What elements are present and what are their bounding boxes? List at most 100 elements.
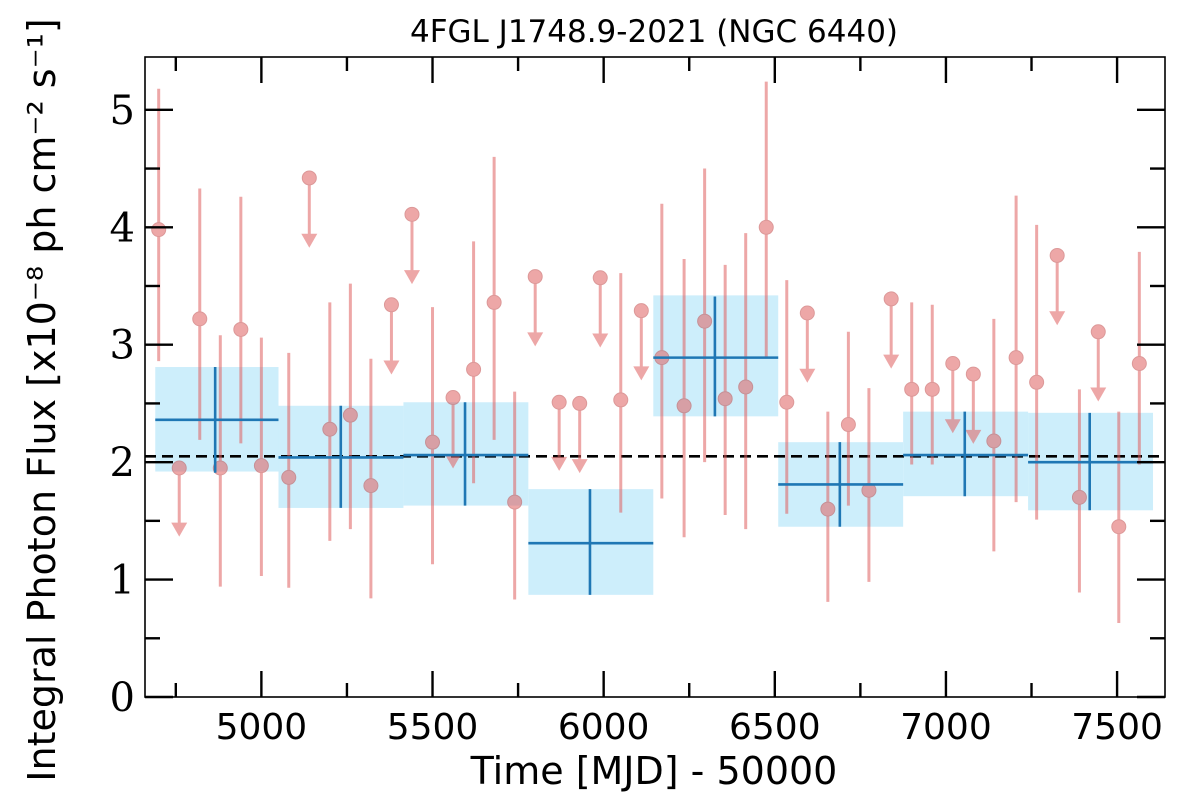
point-marker	[322, 421, 338, 437]
upper-limit-point	[403, 206, 420, 285]
upper-limit-point	[301, 170, 318, 248]
point-marker	[404, 206, 420, 222]
x-tick-label: 6500	[729, 707, 821, 748]
flux-point	[507, 391, 523, 600]
flux-point	[466, 241, 482, 484]
upper-limit-point	[571, 395, 588, 474]
point-marker	[592, 270, 608, 286]
point-marker	[1131, 355, 1147, 371]
upper-limit-point	[527, 269, 544, 347]
flux-point	[151, 88, 167, 362]
flux-point	[1029, 224, 1045, 520]
point-marker	[342, 407, 358, 423]
flux-point	[717, 264, 733, 515]
upper-limit-point	[965, 366, 982, 444]
point-marker	[697, 313, 713, 329]
x-tick-label: 7500	[1071, 707, 1163, 748]
point-marker	[613, 392, 629, 408]
upper-limit-arrow	[1090, 387, 1107, 402]
point-marker	[1111, 519, 1127, 535]
upper-limit-arrow	[1049, 311, 1066, 326]
point-marker	[383, 297, 399, 313]
point-marker	[820, 501, 836, 517]
point-marker	[717, 391, 733, 407]
point-marker	[986, 433, 1002, 449]
flux-point	[212, 335, 228, 587]
y-tick-labels: 0 1 2 3 4 5	[110, 88, 135, 721]
flux-point	[697, 168, 713, 463]
point-marker	[301, 170, 317, 186]
upper-limit-point	[799, 305, 816, 383]
flux-point	[1111, 411, 1127, 624]
point-marker	[840, 417, 856, 433]
flux-point	[779, 280, 795, 514]
point-marker	[758, 219, 774, 235]
flux-point	[233, 196, 249, 444]
point-marker	[151, 222, 167, 238]
flux-point	[1131, 251, 1147, 465]
flux-point	[363, 358, 379, 599]
upper-limit-arrow	[171, 522, 188, 537]
point-marker	[1008, 350, 1024, 366]
point-marker	[551, 394, 567, 410]
point-marker	[633, 303, 649, 319]
upper-limit-arrow	[592, 333, 609, 348]
point-marker	[965, 366, 981, 382]
point-marker	[192, 311, 208, 327]
upper-limit-arrow	[527, 332, 544, 347]
upper-limit-arrow	[883, 354, 900, 369]
point-marker	[466, 361, 482, 377]
upper-limit-arrow	[551, 456, 568, 471]
flux-point	[322, 302, 338, 541]
flux-point	[924, 304, 940, 465]
point-marker	[1090, 324, 1106, 340]
point-marker	[233, 321, 249, 337]
upper-limit-arrow	[301, 233, 318, 248]
upper-limit-point	[551, 394, 568, 471]
flux-point	[758, 81, 774, 358]
point-marker	[171, 460, 187, 476]
x-tick-label: 5500	[387, 707, 479, 748]
chart-title: 4FGL J1748.9-2021 (NGC 6440)	[410, 14, 898, 50]
x-tick-label: 7000	[900, 707, 992, 748]
point-marker	[883, 291, 899, 307]
upper-limit-point	[445, 390, 462, 469]
point-marker	[779, 394, 795, 410]
upper-limit-point	[592, 270, 609, 348]
flux-point	[820, 411, 836, 602]
x-axis-label: Time [MJD] - 50000	[470, 749, 838, 793]
point-marker	[253, 458, 269, 474]
point-marker	[445, 390, 461, 406]
upper-limit-arrow	[799, 368, 816, 383]
flux-points	[151, 81, 1147, 624]
flux-point	[425, 307, 441, 565]
flux-point	[486, 156, 502, 440]
y-tick-label: 0	[110, 675, 135, 721]
upper-limit-point	[383, 297, 400, 375]
flux-point	[904, 302, 920, 465]
upper-limit-point	[1049, 247, 1066, 326]
point-marker	[904, 381, 920, 397]
point-marker	[363, 478, 379, 494]
y-axis-label: Integral Photon Flux [x10⁻⁸ ph cm⁻² s⁻¹]	[20, 18, 64, 781]
upper-limit-arrow	[571, 459, 588, 474]
point-marker	[738, 379, 754, 395]
point-marker	[572, 395, 588, 411]
point-marker	[676, 398, 692, 414]
upper-limit-point	[883, 291, 900, 369]
flux-point	[613, 273, 629, 513]
y-tick-label: 4	[110, 205, 135, 251]
upper-limit-arrow	[403, 270, 420, 285]
y-tick-label: 3	[110, 323, 135, 369]
flux-point	[1071, 389, 1087, 593]
point-marker	[1049, 247, 1065, 263]
point-marker	[799, 305, 815, 321]
upper-limit-point	[1090, 324, 1107, 402]
flux-point	[192, 188, 208, 440]
point-marker	[945, 355, 961, 371]
upper-limit-arrow	[965, 429, 982, 444]
point-marker	[1071, 489, 1087, 505]
flux-point	[738, 233, 754, 530]
flux-point	[986, 318, 1002, 552]
